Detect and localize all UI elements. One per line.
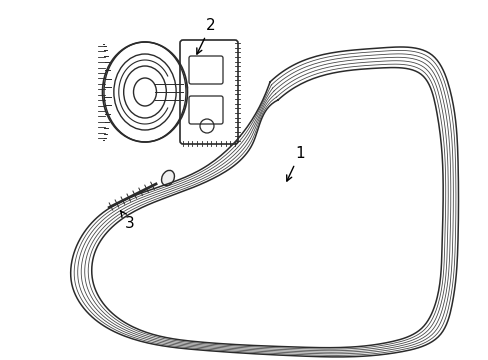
Ellipse shape: [161, 170, 174, 186]
Text: 1: 1: [286, 146, 304, 181]
Text: 2: 2: [197, 18, 215, 54]
Text: 3: 3: [121, 211, 135, 231]
